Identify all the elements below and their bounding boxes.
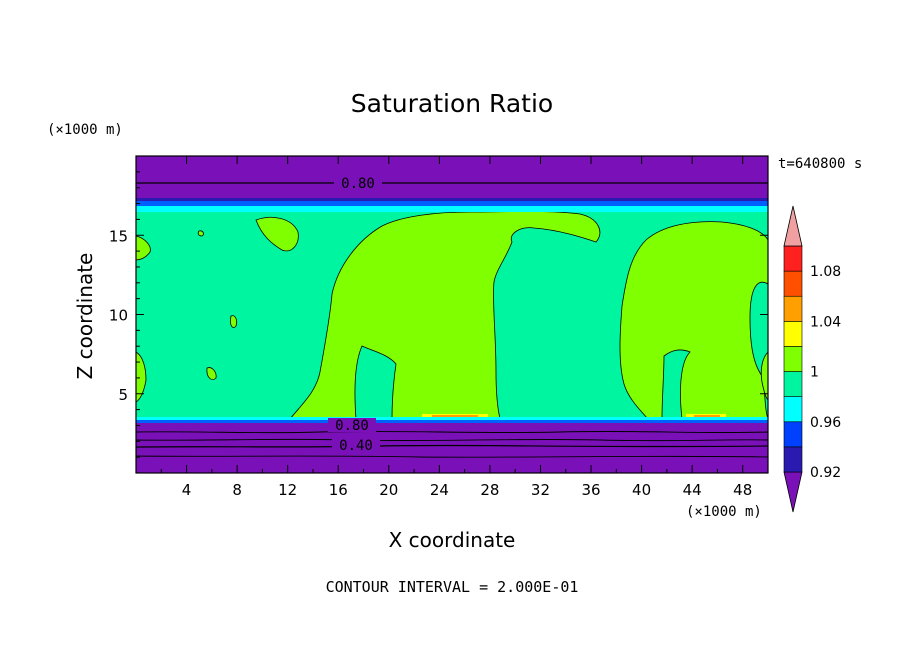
- colorbar-segment: [783, 371, 803, 397]
- region-upper-transition-cyan: [136, 202, 768, 212]
- region-upper-dry-layer: [136, 156, 768, 198]
- region-near-one-notch: [354, 345, 397, 420]
- colorbar-segment: [783, 446, 803, 473]
- contour-line-lower-2: [135, 438, 769, 442]
- y-tick-label: 10: [109, 307, 128, 325]
- region-above-one-right-edge: [760, 351, 769, 401]
- region-upper-transition-blue: [136, 199, 768, 206]
- colorbar-segment: [783, 295, 803, 322]
- y-axis-label: Z coordinate: [73, 253, 97, 380]
- colorbar-extend-low: [783, 471, 803, 513]
- x-tick-label: 40: [632, 481, 651, 499]
- colorbar-tick-label: 1.04: [810, 314, 841, 330]
- x-tick-label: 8: [232, 481, 242, 499]
- x-tick-label: 16: [329, 481, 348, 499]
- x-axis-label: X coordinate: [389, 528, 516, 552]
- region-above-one-blob-a: [255, 216, 299, 252]
- region-above-one-blob-d: [206, 367, 217, 380]
- contour-label-lower-1: 0.80: [335, 418, 369, 434]
- y-axis-ticks: 5 10 15: [109, 171, 768, 458]
- colorbar-tick-label: 1: [810, 365, 819, 381]
- time-label: t=640800 s: [778, 156, 862, 172]
- y-tick-label: 15: [109, 227, 128, 245]
- region-upper-transition-dark: [136, 197, 768, 201]
- colorbar-tick-label: 1.08: [810, 264, 841, 280]
- x-axis-ticks: 4 8 12 16 20 24 28 32 36 40 44 48: [160, 156, 752, 499]
- x-tick-label: 12: [278, 481, 297, 499]
- contour-label-lower-2: 0.40: [339, 438, 373, 454]
- colorbar: 1.08 1.04 1 0.96 0.92: [783, 205, 841, 513]
- region-above-one-blob-b: [197, 230, 204, 237]
- region-above-one-blob-c: [230, 315, 238, 328]
- colorbar-segment: [783, 245, 803, 272]
- contour-line-lower-4: [135, 455, 769, 458]
- colorbar-tick-label: 0.96: [810, 415, 841, 431]
- x-unit-label: (×1000 m): [686, 504, 762, 520]
- y-tick-label: 5: [118, 386, 128, 404]
- colorbar-extend-high: [783, 205, 803, 247]
- x-tick-label: 36: [581, 481, 600, 499]
- colorbar-segment: [783, 270, 803, 297]
- contour-line-lower-1: [135, 430, 769, 434]
- x-tick-label: 20: [379, 481, 398, 499]
- region-above-one-right-plume: [619, 221, 769, 420]
- x-tick-label: 24: [430, 481, 449, 499]
- colorbar-segment: [783, 346, 803, 372]
- colorbar-segment: [783, 421, 803, 448]
- contour-label-upper: 0.80: [341, 176, 375, 192]
- region-lower-dry-layer: [136, 423, 768, 473]
- region-lower-transition-blue: [136, 420, 768, 424]
- x-tick-label: 32: [531, 481, 550, 499]
- y-unit-label: (×1000 m): [47, 122, 123, 138]
- region-above-one-left-edge: [135, 235, 151, 261]
- chart-title: Saturation Ratio: [351, 89, 553, 118]
- contour-line-lower-3: [135, 444, 769, 448]
- colorbar-segment: [783, 396, 803, 423]
- colorbar-segment: [783, 321, 803, 347]
- colorbar-tick-label: 0.92: [810, 465, 841, 481]
- contour-interval-label: CONTOUR INTERVAL = 2.000E-01: [326, 578, 579, 596]
- plot-area: 0.80 0.80 0.40: [135, 156, 769, 473]
- region-near-one-right-notch: [661, 349, 691, 420]
- x-tick-label: 44: [683, 481, 702, 499]
- x-tick-label: 4: [182, 481, 192, 499]
- x-tick-label: 48: [733, 481, 752, 499]
- x-tick-label: 28: [480, 481, 499, 499]
- region-above-one-left-lower: [135, 351, 147, 403]
